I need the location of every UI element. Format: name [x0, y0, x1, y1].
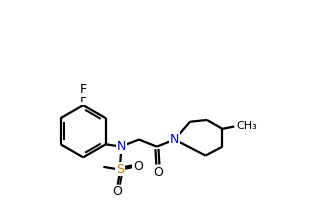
Text: N: N [117, 140, 126, 153]
Text: F: F [79, 83, 87, 96]
Text: N: N [170, 133, 179, 146]
Text: O: O [153, 166, 163, 179]
Text: O: O [113, 185, 123, 198]
Text: O: O [133, 160, 143, 173]
Text: CH₃: CH₃ [237, 121, 257, 132]
Text: S: S [116, 163, 124, 176]
Text: F: F [79, 92, 87, 104]
